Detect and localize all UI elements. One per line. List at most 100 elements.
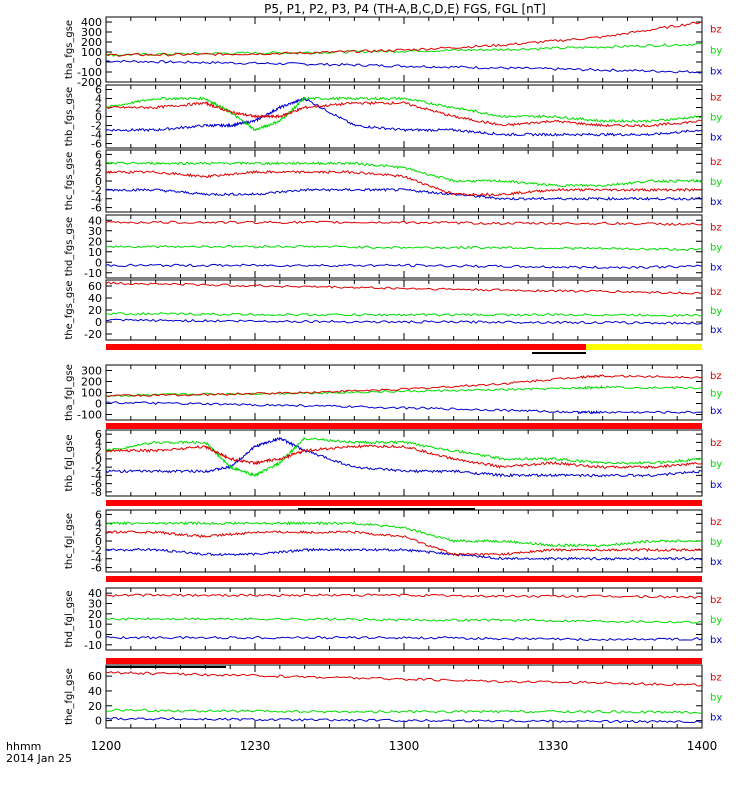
y-tick-label: 20	[88, 700, 102, 713]
y-tick-label: -100	[77, 66, 102, 79]
series-line-bz	[105, 530, 703, 557]
x-corner-label-hhmm: hhmm	[6, 740, 41, 753]
x-tick-label: 1330	[538, 739, 569, 753]
y-tick-label: -2	[91, 120, 102, 133]
state-flag-bar-black	[532, 352, 586, 354]
legend-label-bz: bz	[710, 371, 722, 382]
series-line-by	[105, 96, 703, 132]
y-axis-label: thc_fgs_gse	[64, 152, 75, 211]
legend-label-by: by	[710, 243, 722, 254]
series-line-bx	[105, 436, 703, 478]
legend-label-bx: bx	[710, 713, 722, 724]
series-line-bx	[105, 59, 703, 74]
y-tick-label: 4	[95, 93, 102, 106]
y-tick-label: 20	[88, 608, 102, 621]
legend-label-by: by	[710, 389, 722, 400]
y-tick-label: 40	[88, 587, 102, 600]
y-tick-label: 4	[95, 436, 102, 449]
legend-label-by: by	[710, 537, 722, 548]
series-line-by	[105, 617, 703, 624]
legend-label-bx: bx	[710, 197, 722, 208]
state-flag-bar-red	[106, 344, 586, 350]
state-flag-bar-red	[106, 576, 702, 582]
panel-frame	[105, 84, 703, 149]
y-tick-label: -20	[84, 328, 102, 341]
series-line-bz	[105, 100, 703, 128]
y-axis-label: tha_fgs_gse	[64, 20, 75, 79]
y-tick-label: 2	[95, 166, 102, 179]
y-tick-label: 10	[88, 618, 102, 631]
y-tick-label: -200	[77, 76, 102, 89]
y-tick-label: 200	[81, 376, 102, 389]
legend-label-bx: bx	[710, 66, 722, 77]
legend-label-bx: bx	[710, 325, 722, 336]
state-flag-bar-black	[106, 666, 226, 668]
flag-bars-group	[106, 344, 702, 668]
y-axis-label: thb_fgs_gse	[64, 87, 75, 146]
legend-label-bx: bx	[710, 480, 722, 491]
y-tick-label: 0	[95, 56, 102, 69]
state-flag-bar-black	[298, 508, 475, 510]
legend-label-bx: bx	[710, 557, 722, 568]
legend-label-bz: bz	[710, 92, 722, 103]
panel-frame	[105, 16, 703, 83]
legend-label-by: by	[710, 459, 722, 470]
y-tick-label: 0	[95, 535, 102, 548]
legend-label-by: by	[710, 306, 722, 317]
y-axis-label: the_fgl_gse	[64, 668, 75, 725]
y-axis-label: thc_fgl_gse	[64, 513, 75, 569]
y-axis-label: tha_fgl_gse	[64, 364, 75, 421]
y-tick-label: 0	[95, 256, 102, 269]
panel-frame	[105, 279, 703, 341]
y-tick-label: -4	[91, 553, 102, 566]
y-axis-label: thd_fgs_gse	[64, 217, 75, 276]
legend-label-bz: bz	[710, 157, 722, 168]
state-flag-bar-red	[106, 500, 702, 506]
y-tick-label: 6	[95, 428, 102, 441]
y-tick-label: 300	[81, 365, 102, 378]
series-line-bx	[105, 717, 702, 724]
legend-label-bz: bz	[710, 287, 722, 298]
y-tick-label: -6	[91, 562, 102, 575]
y-axis-label: thd_fgl_gse	[64, 591, 75, 648]
x-corner-label-date: 2014 Jan 25	[6, 752, 72, 765]
series-line-bx	[105, 547, 703, 561]
legend-label-by: by	[710, 177, 722, 188]
y-tick-label: -4	[91, 469, 102, 482]
y-tick-label: -10	[84, 639, 102, 652]
x-tick-label: 1200	[91, 739, 122, 753]
legend-label-bx: bx	[710, 133, 722, 144]
series-line-bz	[105, 444, 703, 470]
y-tick-label: 300	[81, 26, 102, 39]
y-axis-label: thb_fgl_gse	[64, 435, 75, 492]
y-tick-label: -10	[84, 267, 102, 280]
panel-frame	[105, 149, 703, 213]
legend-label-by: by	[710, 113, 722, 124]
y-tick-label: 30	[88, 225, 102, 238]
y-tick-label: -6	[91, 202, 102, 215]
y-tick-label: -100	[77, 409, 102, 422]
series-line-bz	[105, 220, 703, 226]
y-tick-label: 6	[95, 84, 102, 97]
y-tick-label: 100	[81, 387, 102, 400]
series-line-bz	[105, 170, 703, 197]
y-tick-label: -2	[91, 461, 102, 474]
y-tick-label: 6	[95, 508, 102, 521]
y-tick-label: 0	[95, 111, 102, 124]
legend-label-bx: bx	[710, 406, 722, 417]
series-line-by	[105, 521, 703, 548]
y-tick-label: 0	[95, 453, 102, 466]
y-tick-label: -2	[91, 184, 102, 197]
state-flag-bar-yellow	[586, 344, 702, 350]
state-flag-bar-red	[106, 658, 702, 664]
y-tick-label: 2	[95, 445, 102, 458]
x-tick-label: 1230	[240, 739, 271, 753]
series-line-by	[105, 312, 703, 318]
x-axis: 1200 1230 1300 1330 1400 hhmm 2014 Jan 2…	[6, 739, 717, 765]
